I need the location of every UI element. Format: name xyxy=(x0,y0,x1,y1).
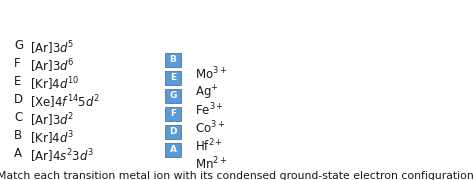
Text: F: F xyxy=(14,57,21,70)
Text: [Ar]3$d^5$: [Ar]3$d^5$ xyxy=(30,39,74,57)
Text: E: E xyxy=(14,75,21,88)
Text: Ag$^{+}$: Ag$^{+}$ xyxy=(195,84,219,102)
Text: [Ar]4$s^2$3$d^3$: [Ar]4$s^2$3$d^3$ xyxy=(30,147,94,165)
Text: Fe$^{3+}$: Fe$^{3+}$ xyxy=(195,102,224,119)
Text: Mn$^{2+}$: Mn$^{2+}$ xyxy=(195,156,228,173)
Text: Match each transition metal ion with its condensed ground-state electron configu: Match each transition metal ion with its… xyxy=(0,171,474,180)
Text: [Ar]3$d^6$: [Ar]3$d^6$ xyxy=(30,57,75,75)
Text: E: E xyxy=(170,73,176,82)
FancyBboxPatch shape xyxy=(165,89,181,103)
FancyBboxPatch shape xyxy=(165,125,181,139)
Text: Hf$^{2+}$: Hf$^{2+}$ xyxy=(195,138,223,155)
Text: A: A xyxy=(14,147,22,160)
Text: G: G xyxy=(14,39,23,52)
Text: C: C xyxy=(14,111,22,124)
Text: Mo$^{3+}$: Mo$^{3+}$ xyxy=(195,66,228,83)
Text: [Kr]4$d^3$: [Kr]4$d^3$ xyxy=(30,129,74,147)
Text: G: G xyxy=(169,91,177,100)
Text: D: D xyxy=(14,93,23,106)
Text: A: A xyxy=(170,145,176,154)
FancyBboxPatch shape xyxy=(165,53,181,67)
Text: [Ar]3$d^2$: [Ar]3$d^2$ xyxy=(30,111,74,129)
Text: [Xe]4$f^{14}$5$d^2$: [Xe]4$f^{14}$5$d^2$ xyxy=(30,93,100,111)
FancyBboxPatch shape xyxy=(165,143,181,157)
FancyBboxPatch shape xyxy=(165,107,181,121)
Text: D: D xyxy=(169,127,177,136)
Text: F: F xyxy=(170,109,176,118)
Text: Co$^{3+}$: Co$^{3+}$ xyxy=(195,120,225,137)
Text: [Kr]4$d^{10}$: [Kr]4$d^{10}$ xyxy=(30,75,80,93)
FancyBboxPatch shape xyxy=(165,71,181,85)
Text: B: B xyxy=(14,129,22,142)
Text: B: B xyxy=(170,55,176,64)
